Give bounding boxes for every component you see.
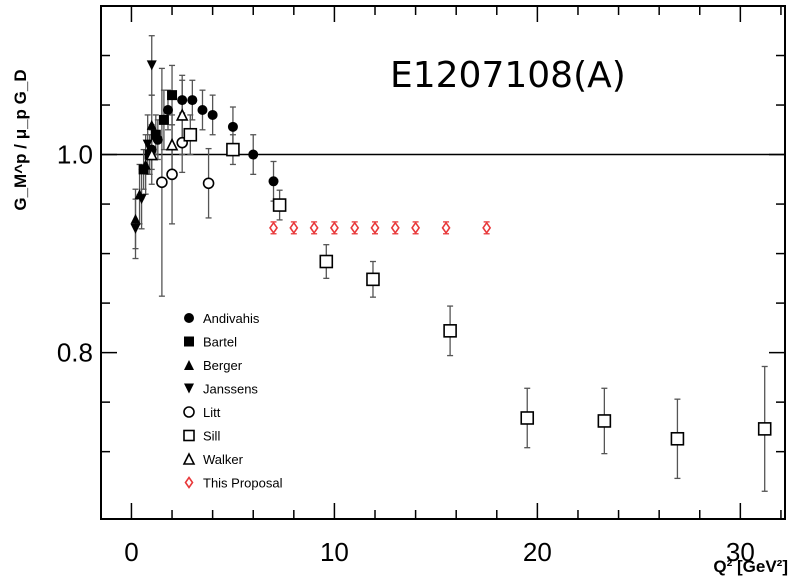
legend-label: This Proposal [203, 476, 283, 491]
marker-sill [443, 324, 457, 338]
marker-this-proposal [482, 221, 492, 235]
marker-sill [757, 422, 772, 436]
x-axis-title: Q² [GeV²] [713, 557, 788, 576]
marker-walker [165, 137, 179, 151]
marker-this-proposal [370, 221, 380, 235]
marker-andivahis [248, 149, 259, 160]
marker-berger [184, 360, 194, 370]
marker-this-proposal [184, 476, 194, 489]
marker-this-proposal [411, 221, 421, 235]
marker-litt [183, 406, 195, 418]
marker-janssens [130, 223, 141, 234]
data-markers [130, 60, 772, 446]
legend-label: Walker [203, 452, 244, 467]
marker-andivahis [227, 121, 238, 132]
legend-label: Bartel [203, 335, 237, 350]
marker-bartel [158, 114, 169, 125]
marker-sill [226, 142, 240, 157]
marker-sill [183, 429, 195, 442]
marker-andivahis [184, 313, 194, 323]
marker-this-proposal [289, 221, 299, 235]
marker-this-proposal [309, 221, 319, 235]
marker-this-proposal [350, 221, 360, 235]
marker-litt [166, 168, 178, 181]
marker-sill [366, 272, 380, 287]
marker-this-proposal [329, 221, 339, 235]
marker-this-proposal [441, 221, 451, 235]
y-tick-label: 1.0 [57, 140, 93, 170]
x-tick-label: 0 [124, 537, 138, 567]
marker-andivahis [162, 104, 173, 115]
marker-andivahis [187, 95, 198, 106]
chart-title: E1207108(A) [390, 55, 626, 96]
y-tick-label: 0.8 [57, 338, 93, 368]
marker-sill [520, 411, 535, 425]
marker-berger [130, 213, 141, 224]
x-tick-label: 30 [726, 537, 755, 567]
marker-sill [272, 198, 287, 212]
marker-andivahis [268, 176, 279, 187]
marker-walker [175, 108, 189, 121]
legend-label: Janssens [203, 382, 258, 397]
marker-litt [156, 176, 168, 189]
plot-frame [100, 5, 786, 520]
marker-janssens [136, 194, 147, 205]
marker-walker [182, 452, 196, 465]
marker-sill [670, 431, 685, 446]
marker-janssens [184, 383, 194, 394]
legend-label: Andivahis [203, 311, 260, 326]
marker-sill [319, 254, 334, 269]
legend-label: Berger [203, 358, 243, 373]
x-tick-label: 20 [523, 537, 552, 567]
legend-label: Litt [203, 405, 221, 420]
x-ticks: 0 10 20 30 [124, 6, 782, 567]
marker-janssens [146, 60, 157, 71]
marker-walker [145, 147, 159, 161]
marker-andivahis [207, 109, 218, 120]
legend: Andivahis Bartel Berger Janssens Litt Sill Wal… [182, 311, 283, 491]
marker-this-proposal [390, 221, 400, 235]
y-axis-title: G_M^p / μ_p G_D [11, 69, 30, 210]
legend-label: Sill [203, 429, 220, 444]
x-tick-label: 10 [320, 537, 349, 567]
y-ticks: 0.8 1.0 [57, 54, 785, 453]
marker-berger [140, 159, 151, 170]
error-bars [132, 35, 768, 492]
marker-berger [146, 119, 157, 130]
marker-bartel [167, 90, 178, 101]
marker-this-proposal [269, 221, 278, 235]
marker-janssens [142, 139, 153, 150]
marker-sill [597, 414, 612, 428]
marker-sill [183, 127, 198, 142]
marker-andivahis [197, 104, 208, 115]
marker-litt [202, 177, 215, 190]
marker-andivahis [177, 95, 188, 106]
marker-bartel [184, 336, 194, 347]
marker-bartel [150, 129, 161, 140]
